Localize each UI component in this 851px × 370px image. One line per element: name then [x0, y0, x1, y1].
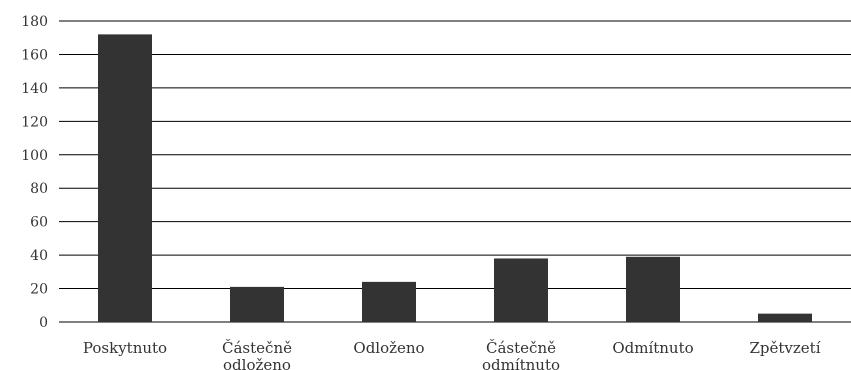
y-tick-label: 60	[30, 215, 48, 231]
bar	[230, 286, 284, 322]
x-category-label: Částečně odmítnuto	[482, 339, 560, 370]
x-category-label-line: Částečně	[486, 339, 556, 357]
bar	[362, 281, 416, 322]
y-tick-label: 160	[21, 47, 48, 63]
x-category-label: Zpětvzetí	[749, 339, 820, 357]
x-category-label-line: Odloženo	[353, 339, 424, 357]
x-category-label: Poskytnuto	[83, 339, 167, 357]
bar	[494, 258, 548, 322]
bar	[98, 34, 152, 322]
x-category-label-line: Poskytnuto	[83, 339, 167, 357]
x-category-label-line: Částečně	[222, 339, 292, 357]
y-tick-label: 80	[30, 181, 48, 197]
y-tick-label: 140	[21, 81, 48, 97]
y-tick-label: 120	[21, 114, 48, 130]
gridlines	[59, 20, 851, 323]
y-tick-label: 100	[21, 148, 48, 164]
bar	[758, 313, 812, 322]
x-category-label: Odloženo	[353, 339, 424, 357]
x-category-label: Částečně odloženo	[222, 339, 292, 370]
y-tick-label: 20	[30, 282, 48, 298]
x-category-label: Odmítnuto	[612, 339, 693, 357]
y-tick-label: 180	[21, 14, 48, 30]
y-tick-label: 40	[30, 248, 48, 264]
y-tick-label: 0	[39, 315, 48, 331]
bars	[98, 34, 812, 322]
x-category-label-line: Odmítnuto	[612, 339, 693, 357]
y-axis-tick-labels: 0 20 40 60 80 100 120 140 160 180	[21, 14, 48, 331]
x-category-label-line: odmítnuto	[482, 356, 560, 370]
bar	[626, 256, 680, 322]
x-category-label-line: Zpětvzetí	[749, 339, 820, 357]
x-category-label-line: odloženo	[223, 356, 291, 370]
